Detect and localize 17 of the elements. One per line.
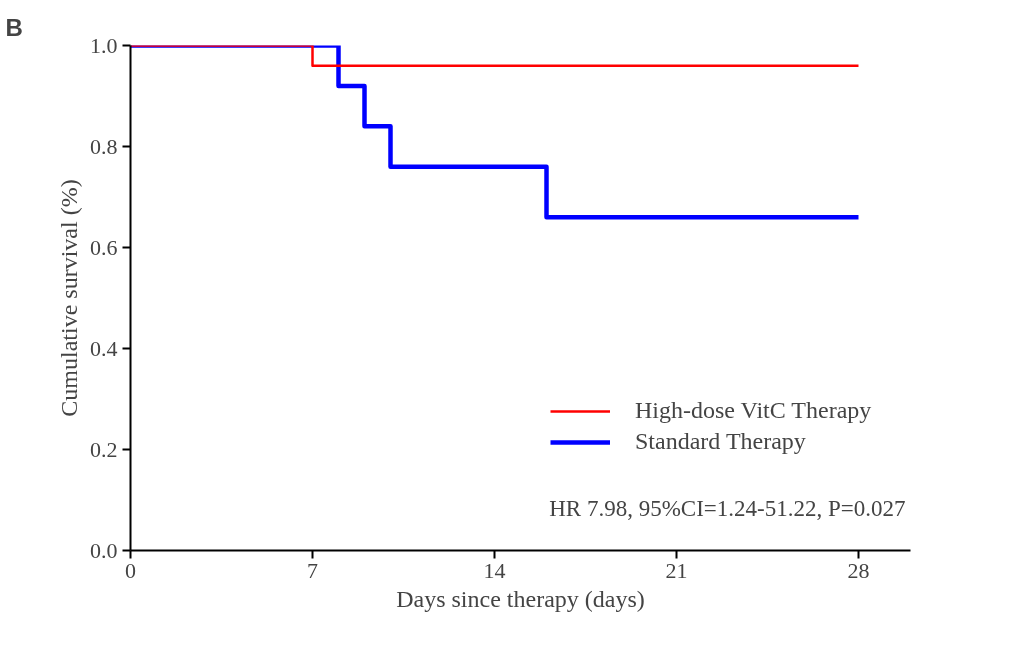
- x-tick-label: 28: [847, 557, 870, 583]
- y-tick-label: 0.0: [90, 537, 118, 563]
- y-tick-label: 0.2: [90, 436, 118, 462]
- y-tick-label: 0.8: [90, 133, 118, 159]
- x-tick-label: 14: [483, 557, 506, 583]
- x-tick-label: 0: [125, 557, 136, 583]
- x-tick-label: 21: [665, 557, 688, 583]
- y-tick-label: 1.0: [90, 32, 118, 58]
- y-axis-title: Cumulative survival (%): [56, 179, 82, 417]
- legend-label: Standard Therapy: [635, 428, 806, 455]
- text: B: [5, 13, 23, 41]
- x-axis-title: Days since therapy (days): [396, 585, 645, 612]
- y-tick-label: 0.6: [90, 234, 118, 260]
- legend-label: High-dose VitC Therapy: [635, 397, 872, 424]
- annotation: HR 7.98, 95%CI=1.24-51.22, P=0.027: [549, 495, 906, 521]
- y-tick-label: 0.4: [90, 335, 118, 361]
- x-tick-label: 7: [307, 557, 318, 583]
